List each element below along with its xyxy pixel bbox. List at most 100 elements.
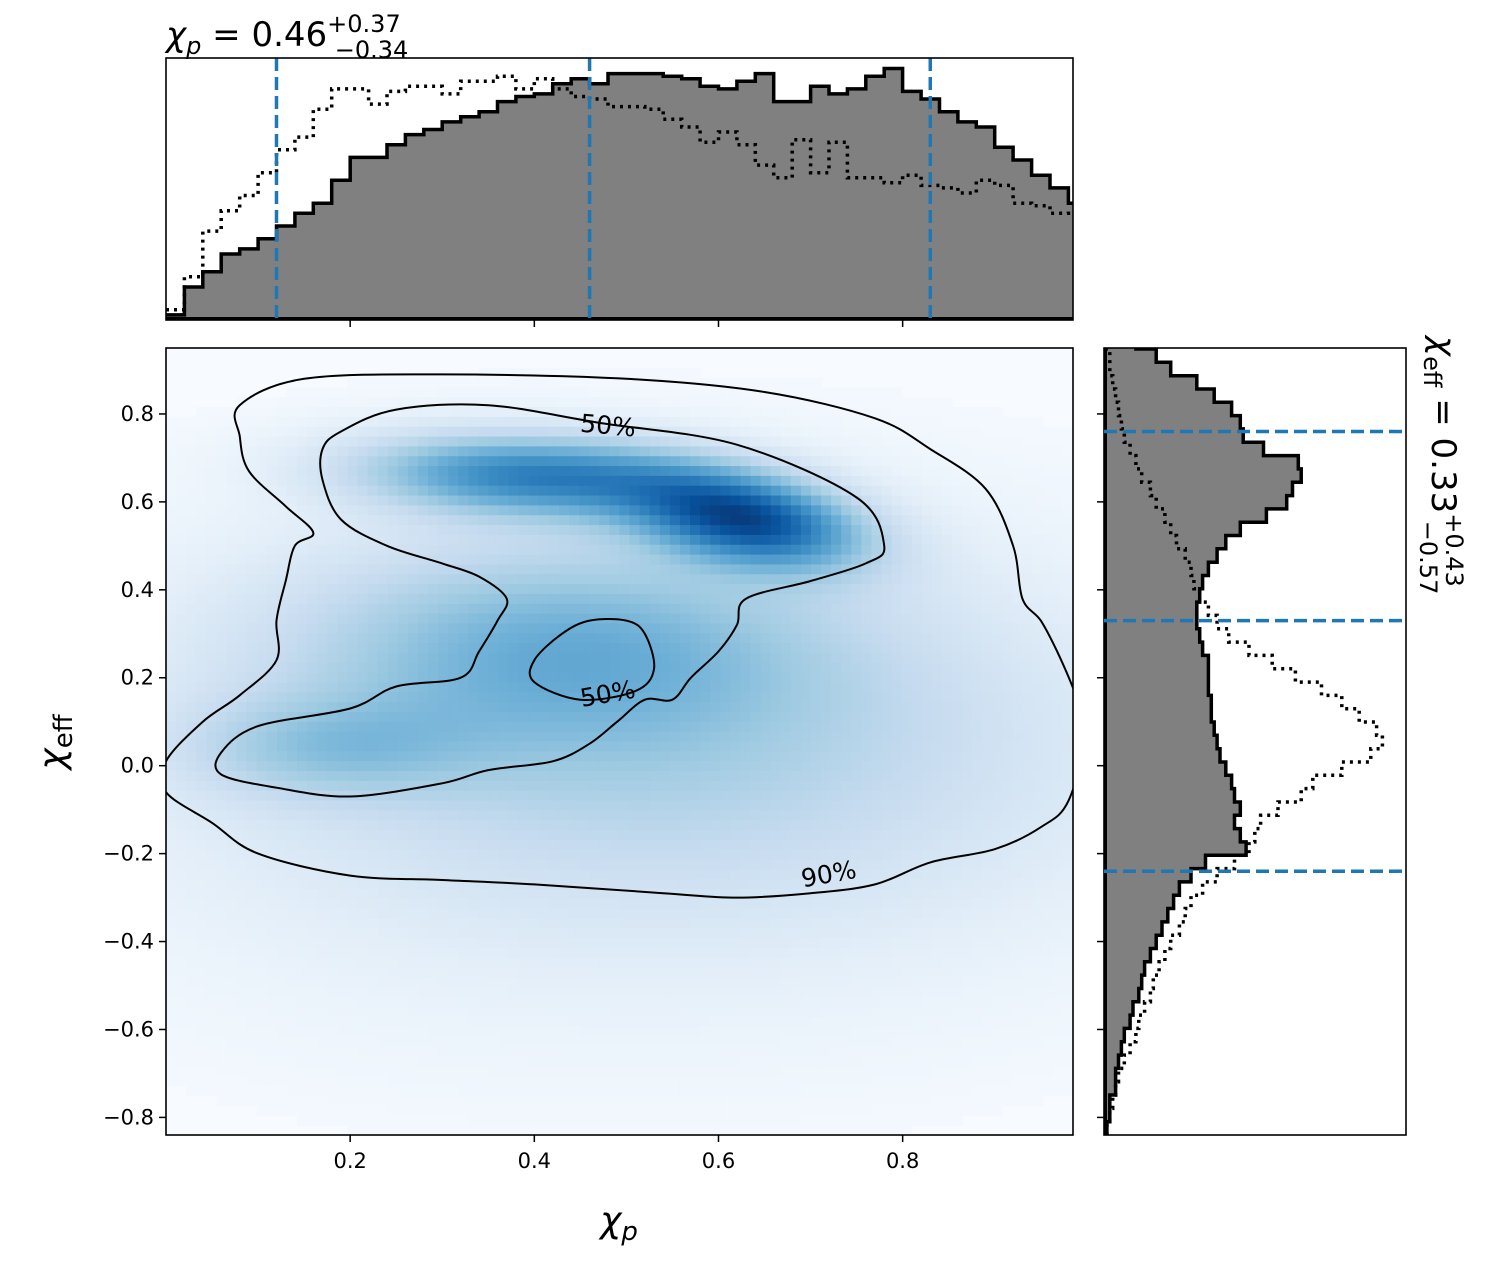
heatmap-cell [428,544,439,556]
heatmap-cell [498,485,510,497]
heatmap-cell [690,702,701,713]
heatmap-cell [417,849,429,861]
heatmap-cell [458,849,469,861]
heatmap-cell [377,771,389,782]
heatmap-cell [760,839,772,851]
heatmap-cell [669,446,681,457]
heatmap-cell [367,938,379,949]
heatmap-cell [679,485,691,497]
heatmap-cell [760,1125,772,1135]
heatmap-cell [478,859,490,870]
heatmap-cell [438,839,449,851]
heatmap-cell [508,475,520,487]
heatmap-cell [669,1125,681,1135]
heatmap-cell [800,879,812,890]
heatmap-cell [760,908,772,920]
heatmap-cell [377,623,389,634]
heatmap-cell [488,643,500,654]
heatmap-cell [286,967,298,979]
heatmap-cell [649,839,661,851]
heatmap-cell [538,1016,550,1028]
heatmap-cell [256,810,268,821]
heatmap-cell [619,830,631,841]
heatmap-cell [166,426,177,438]
heatmap-cell [246,918,258,930]
heatmap-cell [236,416,248,428]
heatmap-cell [206,544,217,556]
heatmap-cell [669,387,681,398]
heatmap-cell [337,918,348,930]
heatmap-cell [297,741,308,752]
heatmap-cell [750,1066,762,1077]
heatmap-cell [659,849,671,861]
heatmap-cell [297,800,308,811]
heatmap-cell [639,574,651,585]
heatmap-cell [448,1016,459,1028]
heatmap-cell [538,977,550,989]
heatmap-cell [458,731,469,743]
heatmap-cell [559,1125,570,1135]
heatmap-cell [609,652,621,664]
heatmap-cell [609,761,621,772]
heatmap-cell [619,731,631,743]
heatmap-cell [679,869,691,880]
heatmap-cell [166,534,177,546]
heatmap-cell [730,456,742,467]
heatmap-cell [468,889,480,900]
heatmap-cell [176,652,187,664]
heatmap-cell [730,515,742,526]
heatmap-cell [468,908,480,920]
heatmap-cell [508,879,520,890]
heatmap-cell [760,918,772,930]
heatmap-cell [488,849,500,861]
heatmap-cell [589,879,600,890]
heatmap-cell [458,918,469,930]
heatmap-cell [246,721,258,733]
heatmap-cell [700,957,711,969]
heatmap-cell [367,731,379,743]
heatmap-cell [720,593,731,605]
heatmap-cell [579,367,590,379]
heatmap-cell [649,1125,661,1135]
heatmap-cell [407,377,419,388]
heatmap-cell [337,446,348,457]
heatmap-cell [508,466,520,477]
heatmap-cell [478,534,490,546]
heatmap-cell [639,613,651,625]
heatmap-cell [176,515,187,526]
heatmap-cell [407,1105,419,1116]
heatmap-cell [740,416,752,428]
heatmap-cell [276,938,288,949]
heatmap-cell [246,1046,258,1057]
heatmap-cell [810,1105,822,1116]
heatmap-cell [649,544,661,556]
heatmap-cell [417,426,429,438]
heatmap-cell [377,879,389,890]
heatmap-cell [528,859,540,870]
heatmap-cell [790,505,802,516]
heatmap-cell [347,839,359,851]
heatmap-cell [548,1016,560,1028]
heatmap-cell [518,741,530,752]
heatmap-cell [790,485,802,497]
heatmap-cell [186,869,197,880]
heatmap-cell [528,485,540,497]
heatmap-cell [317,859,328,870]
heatmap-cell [659,1125,671,1135]
heatmap-cell [397,1026,409,1038]
heatmap-cell [700,1075,711,1087]
heatmap-cell [700,967,711,979]
heatmap-cell [498,1115,510,1126]
heatmap-cell [649,584,661,595]
heatmap-cell [649,367,661,379]
heatmap-cell [821,702,832,713]
heatmap-cell [186,839,197,851]
heatmap-cell [377,1115,389,1126]
heatmap-cell [357,672,369,684]
heatmap-cell [599,731,611,743]
heatmap-cell [196,1085,207,1097]
heatmap-cell [397,544,409,556]
heatmap-cell [780,662,792,674]
heatmap-cell [810,1066,822,1077]
heatmap-cell [790,436,802,447]
